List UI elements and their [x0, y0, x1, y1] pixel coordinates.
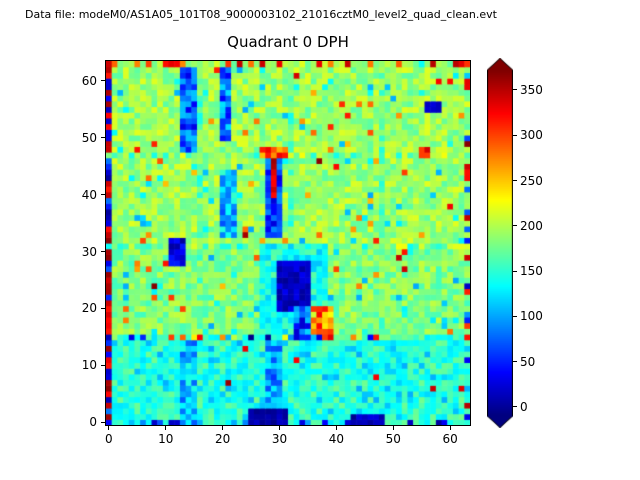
x-tick-label: 0: [105, 432, 113, 446]
y-tick-label: 40: [81, 187, 97, 202]
data-file-label: Data file: modeM0/AS1A05_101T08_90000031…: [25, 8, 497, 21]
tick-mark: [101, 364, 105, 366]
tick-mark: [392, 426, 394, 430]
tick-mark: [278, 426, 280, 430]
y-tick-label: 30: [81, 244, 97, 259]
tick-mark: [165, 426, 167, 430]
colorbar: [487, 58, 513, 432]
colorbar-tick-label: 350: [520, 82, 543, 97]
colorbar-tick-label: 200: [520, 218, 543, 233]
tick-mark: [101, 421, 105, 423]
tick-mark: [108, 426, 110, 430]
tick-mark: [101, 137, 105, 139]
x-tick-label: 20: [214, 432, 231, 446]
plot-axes: [105, 60, 471, 426]
tick-mark: [335, 426, 337, 430]
tick-mark: [449, 426, 451, 430]
tick-mark: [513, 134, 517, 136]
colorbar-tick-label: 250: [520, 173, 543, 188]
tick-mark: [222, 426, 224, 430]
colorbar-tick-label: 50: [520, 354, 536, 369]
colorbar-tick-label: 150: [520, 264, 543, 279]
tick-mark: [101, 80, 105, 82]
heatmap-canvas: [106, 61, 470, 425]
tick-mark: [513, 270, 517, 272]
tick-mark: [513, 180, 517, 181]
tick-mark: [513, 406, 517, 408]
y-tick-label: 0: [89, 415, 97, 430]
tick-mark: [513, 89, 517, 91]
tick-mark: [101, 307, 105, 309]
x-tick-label: 40: [328, 432, 344, 446]
chart-title: Quadrant 0 DPH: [227, 33, 349, 51]
tick-mark: [101, 251, 105, 253]
tick-mark: [513, 361, 517, 363]
y-tick-label: 50: [81, 130, 97, 145]
y-tick-label: 20: [81, 301, 97, 316]
x-tick-label: 60: [442, 432, 458, 446]
colorbar-canvas: [487, 58, 513, 428]
tick-mark: [101, 194, 105, 196]
colorbar-tick-label: 0: [520, 399, 528, 414]
x-tick-label: 50: [385, 432, 401, 446]
y-tick-label: 10: [81, 358, 97, 373]
y-tick-label: 60: [81, 73, 97, 88]
x-tick-label: 30: [271, 432, 288, 446]
colorbar-tick-label: 300: [520, 128, 543, 143]
colorbar-tick-label: 100: [520, 309, 543, 324]
x-tick-label: 10: [158, 432, 174, 446]
tick-mark: [513, 315, 517, 317]
tick-mark: [513, 225, 517, 227]
